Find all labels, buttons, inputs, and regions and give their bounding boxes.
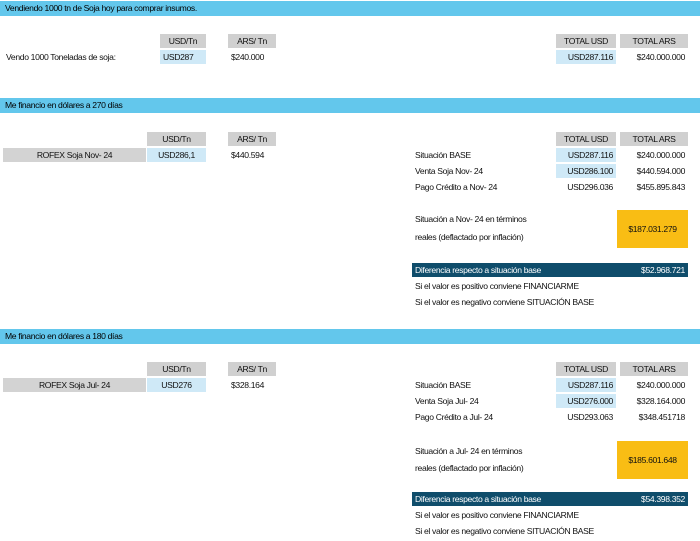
situacion-base-ars: $240.000.000	[636, 380, 686, 390]
ars-per-ton-cell: $240.000	[231, 52, 265, 62]
pago-credito-usd: USD296.036	[567, 182, 613, 192]
col-header-ars-tn: ARS/ Tn	[228, 34, 276, 48]
situacion-base-usd: USD287.116	[556, 378, 616, 392]
usd-per-ton-cell: USD276	[147, 378, 206, 392]
situacion-base-usd: USD287.116	[556, 148, 616, 162]
real-terms-label-line2: reales (deflactado por inflación)	[415, 232, 524, 242]
col-header-usd-tn: USD/Tn	[147, 362, 206, 376]
col-header-total-usd: TOTAL USD	[556, 362, 616, 376]
venta-soja-usd: USD276.000	[556, 394, 616, 408]
total-usd-cell: USD287.116	[556, 50, 616, 64]
difference-value: $52.968.721	[641, 265, 685, 275]
real-terms-value: $187.031.279	[617, 210, 688, 248]
note-negative: Si el valor es negativo conviene SITUACI…	[415, 526, 594, 536]
ars-per-ton-cell: $328.164	[231, 380, 265, 390]
usd-per-ton-cell: USD287	[160, 50, 206, 64]
row-label-pago-credito: Pago Crédito a Nov- 24	[415, 182, 498, 192]
col-header-ars-tn: ARS/ Tn	[228, 132, 276, 146]
difference-row: Diferencia respecto a situación base $52…	[412, 263, 688, 277]
ars-per-ton-cell: $440.594	[231, 150, 265, 160]
note-positive: Si el valor es positivo conviene FINANCI…	[415, 281, 579, 291]
real-terms-label-line1: Situación a Jul- 24 en términos	[415, 446, 523, 456]
venta-soja-usd: USD286.100	[556, 164, 616, 178]
row-label-venta-soja: Venta Soja Nov- 24	[415, 166, 483, 176]
real-terms-label-line2: reales (deflactado por inflación)	[415, 463, 524, 473]
col-header-ars-tn: ARS/ Tn	[228, 362, 276, 376]
section-header-270-dias: Me financio en dólares a 270 días	[0, 98, 700, 113]
pago-credito-ars: $348.451718	[638, 412, 686, 422]
usd-per-ton-cell: USD286,1	[147, 148, 206, 162]
note-negative: Si el valor es negativo conviene SITUACI…	[415, 297, 594, 307]
pago-credito-ars: $455.895.843	[636, 182, 686, 192]
venta-soja-ars: $440.594.000	[636, 166, 686, 176]
row-label-situacion-base: Situación BASE	[415, 380, 471, 390]
real-terms-label-line1: Situación a Nov- 24 en términos	[415, 214, 527, 224]
note-positive: Si el valor es positivo conviene FINANCI…	[415, 510, 579, 520]
section-header-venta-hoy: Vendiendo 1000 tn de Soja hoy para compr…	[0, 1, 700, 16]
col-header-total-ars: TOTAL ARS	[620, 34, 688, 48]
difference-row: Diferencia respecto a situación base $54…	[412, 492, 688, 506]
row-label-vendo: Vendo 1000 Toneladas de soja:	[6, 52, 116, 62]
row-label-pago-credito: Pago Crédito a Jul- 24	[415, 412, 493, 422]
rofex-label: ROFEX Soja Jul- 24	[3, 378, 146, 392]
row-label-situacion-base: Situación BASE	[415, 150, 471, 160]
col-header-total-usd: TOTAL USD	[556, 34, 616, 48]
difference-label: Diferencia respecto a situación base	[415, 494, 541, 504]
venta-soja-ars: $328.164.000	[636, 396, 686, 406]
situacion-base-ars: $240.000.000	[636, 150, 686, 160]
row-label-venta-soja: Venta Soja Jul- 24	[415, 396, 479, 406]
col-header-total-ars: TOTAL ARS	[620, 132, 688, 146]
difference-label: Diferencia respecto a situación base	[415, 265, 541, 275]
section-header-180-dias: Me financio en dólares a 180 días	[0, 329, 700, 344]
total-ars-cell: $240.000.000	[636, 52, 686, 62]
pago-credito-usd: USD293.063	[567, 412, 613, 422]
difference-value: $54.398.352	[641, 494, 685, 504]
rofex-label: ROFEX Soja Nov- 24	[3, 148, 146, 162]
real-terms-value: $185.601.648	[617, 441, 688, 479]
col-header-total-usd: TOTAL USD	[556, 132, 616, 146]
col-header-usd-tn: USD/Tn	[147, 132, 206, 146]
col-header-usd-tn: USD/Tn	[160, 34, 206, 48]
col-header-total-ars: TOTAL ARS	[620, 362, 688, 376]
